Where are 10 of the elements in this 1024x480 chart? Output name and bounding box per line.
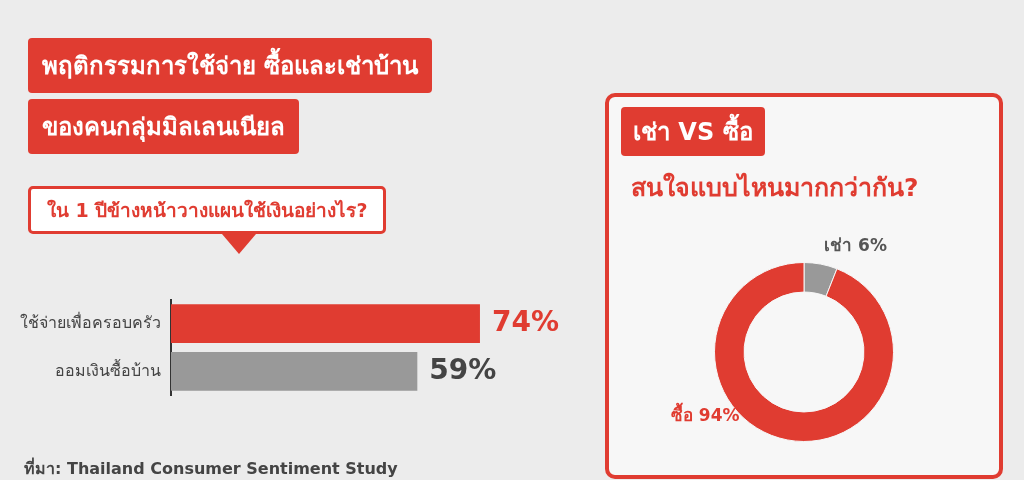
data-label: 59% xyxy=(429,352,497,386)
chart-title: เช่า VS ซื้อ xyxy=(621,107,765,156)
y-tick-label: ใช้จ่ายเพื่อครอบครัว xyxy=(20,310,161,332)
chart-subtitle: สนใจแบบไหนมากกว่ากัน? xyxy=(631,171,919,204)
y-tick-label: ออมเงินซื้อบ้าน xyxy=(55,358,161,380)
slice-label: ซื้อ 94% xyxy=(670,401,740,425)
slice-label: เช่า 6% xyxy=(824,234,887,255)
text: ที่มา: Thailand Consumer Sentiment Study xyxy=(24,456,398,480)
data-label: 74% xyxy=(491,304,559,338)
chart-subtitle: ใน 1 ปีข้างหน้าวางแผนใช้เงินอย่างไร? xyxy=(28,186,387,234)
